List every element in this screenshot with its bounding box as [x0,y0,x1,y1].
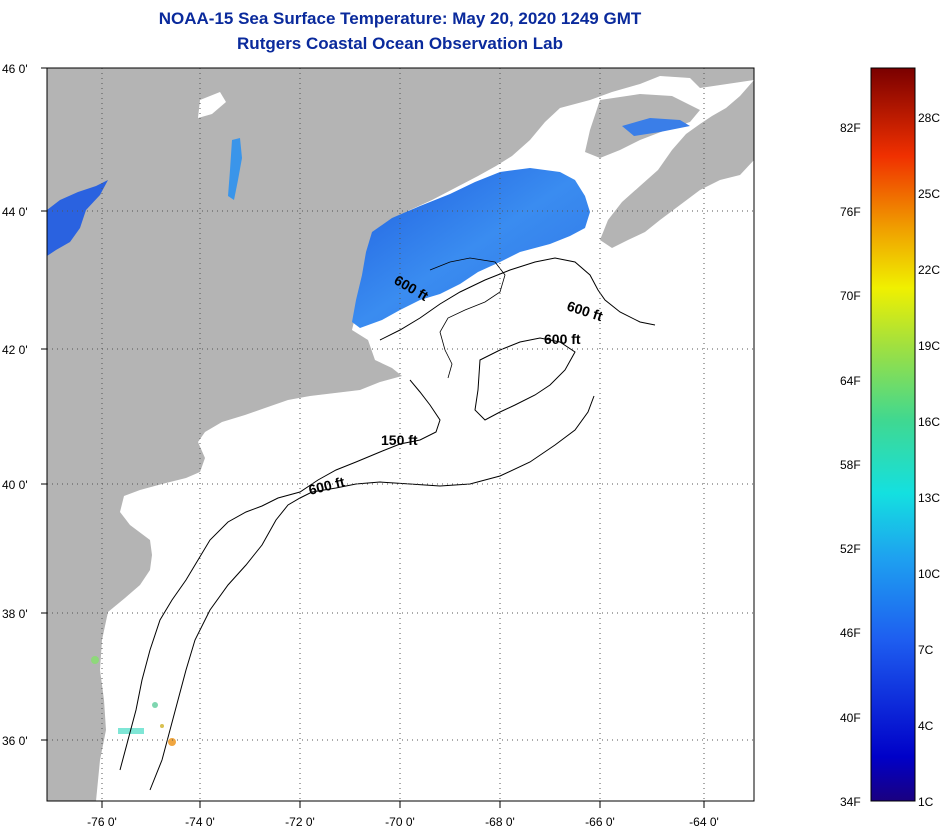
lat-label: 44 0' [2,205,28,219]
lon-label: -76 0' [87,815,117,829]
sst-patch [160,724,164,728]
contour-inner-gulf [429,257,506,379]
mainland-land [47,68,754,801]
sst-patch [168,738,176,746]
map-title: NOAA-15 Sea Surface Temperature: May 20,… [158,9,642,28]
lon-label: -70 0' [385,815,415,829]
lat-label: 42 0' [2,343,28,357]
lake-ontario-water [47,180,108,256]
lat-label: 40 0' [2,478,28,492]
contour-gulf-of-maine [379,257,656,341]
lon-label: -68 0' [485,815,515,829]
sst-patch [118,728,144,734]
contour-georges-bank [474,337,576,421]
lon-label: -64 0' [689,815,719,829]
lon-label: -74 0' [185,815,215,829]
cold-water-region [352,168,590,328]
sst-patch [91,656,99,664]
lat-label: 38 0' [2,607,28,621]
lon-label: -66 0' [585,815,615,829]
sst-patch [152,702,158,708]
cold-water-patch-east [622,118,690,136]
lat-label: 46 0' [2,62,28,76]
map-subtitle: Rutgers Coastal Ocean Observation Lab [237,34,563,53]
contour-600ft-shelf [149,395,595,791]
contour-label: 600 ft [544,331,581,347]
contour-150ft [119,379,441,771]
lake-champlain-water [228,138,242,200]
nova-scotia-land [600,80,754,248]
graticule [47,68,754,801]
axis-ticks [41,67,705,808]
lat-label: 36 0' [2,734,28,748]
lon-label: -72 0' [285,815,315,829]
inland-lake [198,92,226,118]
contour-label: 150 ft [381,432,418,448]
